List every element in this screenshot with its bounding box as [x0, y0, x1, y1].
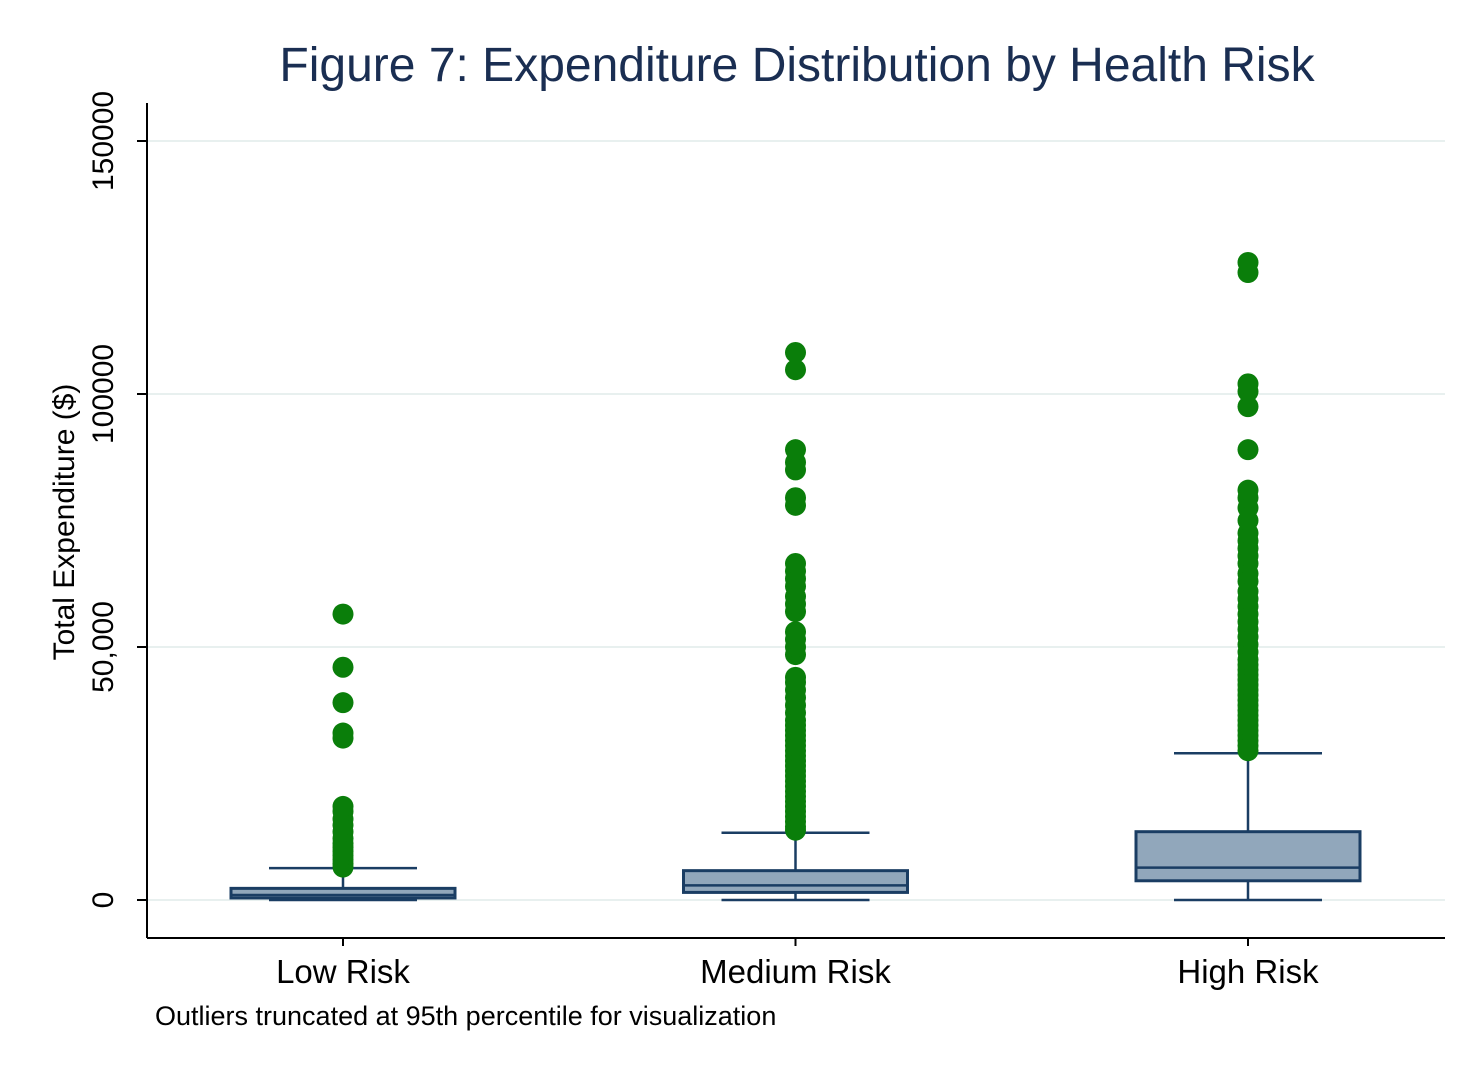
outliers [332, 251, 1259, 878]
boxes [229, 752, 1362, 902]
x-tick-label: High Risk [1177, 953, 1319, 990]
outlier-point [785, 487, 806, 509]
outlier-point [785, 666, 806, 688]
box-high-risk [1134, 752, 1362, 902]
outlier-point [785, 621, 806, 643]
outlier-point [1237, 479, 1259, 501]
outlier-point [332, 692, 354, 714]
outlier-point [1237, 373, 1259, 395]
outlier-point [1237, 251, 1259, 273]
y-ticks: 0 50,000 100000 150000 [87, 91, 147, 908]
outlier-point [1237, 396, 1259, 418]
y-tick-label: 150000 [87, 91, 120, 191]
outlier-point [785, 553, 806, 575]
interquartile-box [1134, 830, 1362, 883]
y-tick-label: 100000 [87, 344, 120, 444]
y-tick-label: 0 [87, 892, 120, 909]
chart-title: Figure 7: Expenditure Distribution by He… [279, 39, 1315, 92]
box-low-risk [229, 866, 457, 902]
outlier-point [332, 722, 354, 744]
x-ticks: Low Risk Medium Risk High Risk [276, 938, 1319, 990]
x-tick-label: Medium Risk [700, 953, 891, 990]
outlier-point [785, 342, 806, 364]
outlier-point [332, 656, 354, 678]
y-tick-label: 50,000 [87, 601, 120, 693]
outlier-point [332, 603, 354, 625]
outlier-point [785, 439, 806, 461]
x-tick-label: Low Risk [276, 953, 410, 990]
y-axis-label: Total Expenditure ($) [48, 384, 81, 661]
outlier-point [1237, 439, 1259, 461]
box-medium-risk [682, 831, 909, 902]
interquartile-box [229, 886, 457, 900]
interquartile-box [682, 869, 909, 894]
outlier-point [785, 359, 806, 381]
outlier-point [332, 795, 354, 817]
chart-note: Outliers truncated at 95th percentile fo… [155, 1001, 777, 1031]
